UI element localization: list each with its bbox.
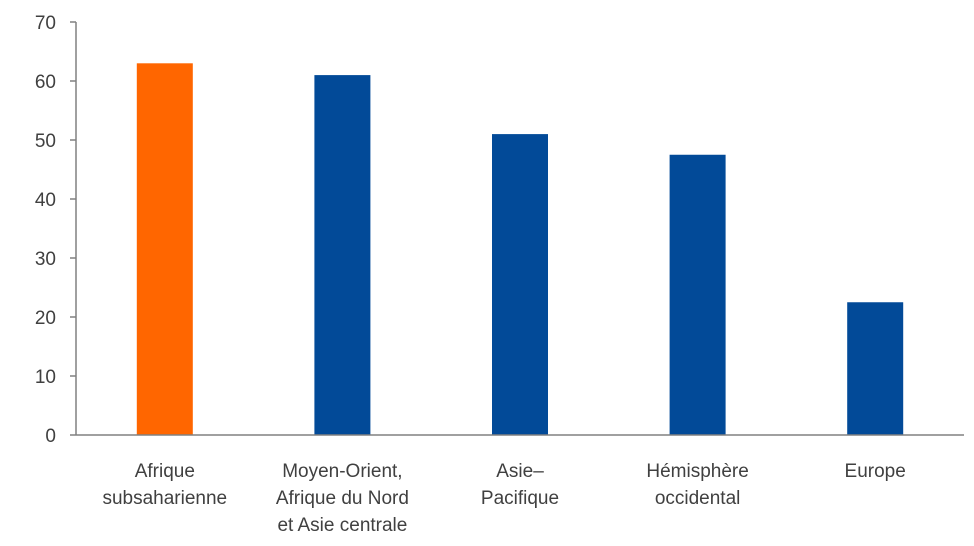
x-category-label: Hémisphère occidental: [646, 461, 748, 509]
y-tick-label: 70: [35, 13, 56, 34]
y-tick-label: 30: [35, 249, 56, 270]
bars: [136, 63, 904, 436]
x-category-label-line: et Asie centrale: [277, 515, 407, 536]
x-category-label: Europe: [845, 461, 906, 482]
x-axis-labels: Afrique subsaharienne Moyen-Orient, Afrique…: [102, 461, 905, 536]
bar: [314, 75, 371, 435]
x-category-label-line: Moyen-Orient,: [282, 461, 402, 482]
x-category-label-line: Afrique du Nord: [276, 488, 409, 509]
y-tick-label: 40: [35, 190, 56, 211]
y-tick-label: 60: [35, 72, 56, 93]
x-category-label-line: Asie–: [496, 461, 544, 482]
x-category-label-line: Pacifique: [481, 488, 559, 509]
x-category-label-line: Hémisphère: [646, 461, 748, 482]
y-tick-label: 20: [35, 308, 56, 329]
x-category-label-line: occidental: [655, 488, 741, 509]
x-category-label-line: Europe: [845, 461, 906, 482]
y-tick-label: 0: [45, 426, 56, 447]
bar: [492, 134, 548, 435]
x-category-label: Asie– Pacifique: [481, 461, 559, 509]
x-category-label: Moyen-Orient, Afrique du Nord et Asie cent…: [276, 461, 409, 536]
bar: [136, 63, 193, 436]
x-category-label-line: Afrique: [135, 461, 195, 482]
bar: [847, 302, 904, 435]
bar: [669, 154, 726, 435]
y-tick-label: 50: [35, 131, 56, 152]
x-category-label: Afrique subsaharienne: [102, 461, 227, 509]
x-category-label-line: subsaharienne: [102, 488, 227, 509]
y-tick-label: 10: [35, 367, 56, 388]
y-axis: 0 10 20 30 40 50 60 70: [35, 13, 77, 447]
